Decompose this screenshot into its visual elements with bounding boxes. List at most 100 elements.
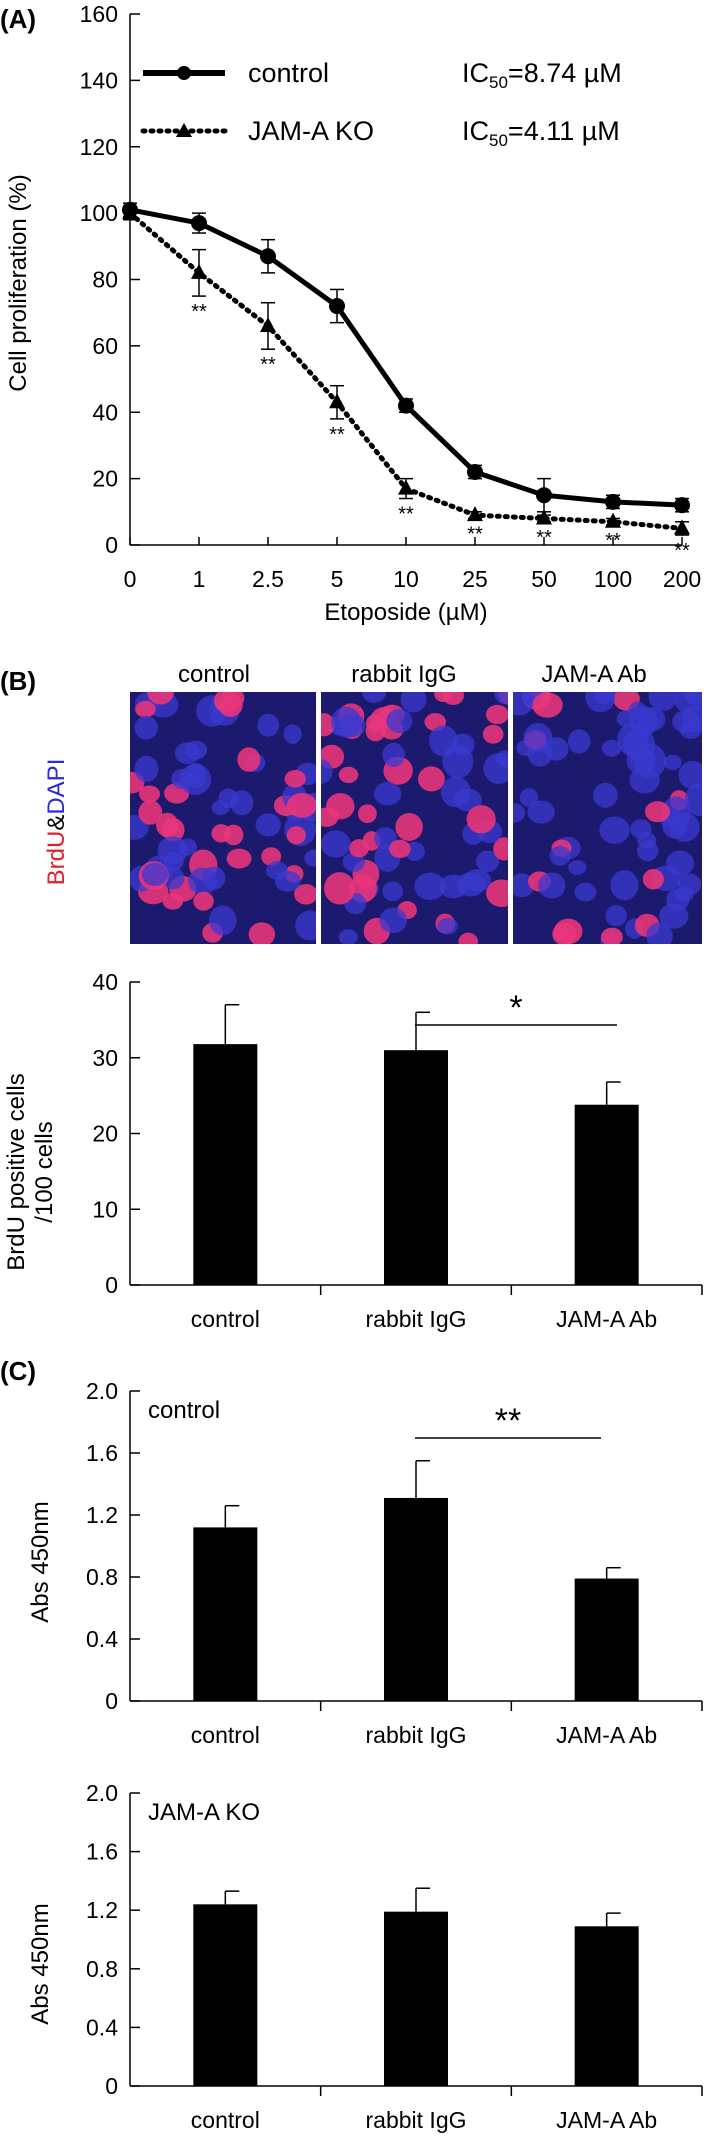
nucleus <box>485 704 508 725</box>
bar <box>384 1050 448 1285</box>
nucleus <box>294 884 316 905</box>
nucleus <box>162 892 183 910</box>
nucleus <box>682 704 702 732</box>
nucleus <box>684 783 702 817</box>
y-tick-label: 40 <box>92 969 118 995</box>
series-line-control <box>129 207 683 508</box>
bar <box>384 1497 448 1701</box>
nucleus <box>417 766 445 792</box>
x-tick-label: rabbit IgG <box>366 1722 467 1748</box>
panel-c-label: (C) <box>0 1356 36 1386</box>
x-tick-label: rabbit IgG <box>366 2107 467 2133</box>
data-point-jam-a-ko <box>674 519 690 535</box>
nucleus <box>662 811 688 839</box>
nucleus <box>599 816 630 845</box>
nucleus <box>574 882 597 902</box>
x-tick-label: control <box>191 1722 260 1748</box>
panel-c-top-inset-label: control <box>148 1397 220 1424</box>
nucleus <box>226 848 252 869</box>
nucleus <box>636 707 666 732</box>
y-tick-label: 1.2 <box>86 1897 118 1923</box>
nucleus <box>642 868 664 890</box>
panel-a-y-axis-title: Cell proliferation (%) <box>5 174 32 391</box>
nucleus <box>283 724 302 745</box>
significance-mark: ** <box>495 1402 521 1440</box>
nucleus <box>600 927 623 944</box>
data-point-control <box>674 497 690 514</box>
data-point-jam-a-ko <box>398 479 414 495</box>
panel-a-line-chart: (A) Cell proliferation (%) Etoposide (µM… <box>0 1 701 626</box>
nucleus <box>494 692 508 704</box>
nucleus <box>440 776 471 808</box>
nucleus <box>147 692 174 705</box>
nucleus <box>218 693 243 717</box>
nucleus <box>193 891 214 911</box>
panel-c: (C) Abs 450nm control 0 0.4 0.8 1.2 1.6 2.0 co… <box>0 1356 703 2133</box>
legend-control-marker <box>177 66 191 80</box>
nucleus <box>274 870 301 892</box>
nucleus <box>519 787 539 807</box>
nucleus <box>321 807 339 827</box>
micrograph-nuclei <box>321 692 508 944</box>
nucleus <box>321 830 351 858</box>
legend-control-ic50: IC50=8.74 µM <box>462 58 622 92</box>
x-tick-label: 25 <box>462 566 488 592</box>
y-tick-label: 0.8 <box>86 1564 118 1590</box>
nucleus <box>357 804 377 824</box>
panel-c-bottom-bar-chart: 0 0.4 0.8 1.2 1.6 2.0 control rabbit IgG JAM-A A… <box>86 1780 703 2133</box>
y-tick-label: 60 <box>92 333 118 359</box>
micrograph-title-control: control <box>178 661 250 688</box>
y-tick-label: 1.6 <box>86 1440 118 1466</box>
y-tick-label: 0 <box>105 532 118 558</box>
nucleus <box>286 826 306 845</box>
data-point-control <box>191 215 207 232</box>
panel-a-legend: control IC50=8.74 µM JAM-A KO IC50=4.11 … <box>140 58 622 150</box>
nucleus <box>677 873 702 896</box>
panel-a-label: (A) <box>0 4 36 34</box>
significance-mark: ** <box>605 530 621 552</box>
data-point-control <box>605 493 621 510</box>
micrograph-nuclei <box>513 692 702 944</box>
y-tick-label: 0.4 <box>86 1626 118 1652</box>
nucleus <box>338 766 359 784</box>
significance-mark: ** <box>191 301 207 323</box>
nucleus <box>382 881 403 902</box>
panel-a-x-axis-title: Etoposide (µM) <box>324 599 487 626</box>
nucleus <box>400 692 427 713</box>
panel-a-axes: 0 20 40 60 80 100 120 140 160 0 1 2.5 5 10 25 50 100 200 <box>80 1 702 592</box>
nucleus <box>248 922 276 944</box>
nucleus <box>458 932 479 944</box>
y-tick-label: 20 <box>92 1121 118 1147</box>
nucleus <box>648 692 678 711</box>
y-tick-label: 30 <box>92 1045 118 1071</box>
nucleus <box>439 874 468 899</box>
nucleus <box>659 903 689 929</box>
y-tick-label: 140 <box>80 67 118 93</box>
nucleus <box>493 837 508 861</box>
bar <box>384 1911 448 2086</box>
y-tick-label: 20 <box>92 466 118 492</box>
x-tick-label: JAM-A Ab <box>556 1722 657 1748</box>
nucleus <box>336 713 366 738</box>
nucleus <box>178 838 198 856</box>
significance-mark: ** <box>260 354 276 376</box>
nucleus <box>211 800 230 816</box>
nucleus <box>683 692 702 705</box>
micrograph-row <box>130 692 702 944</box>
micrograph-title-rabbit-igg: rabbit IgG <box>351 661 456 688</box>
micrograph-nuclei <box>130 692 316 944</box>
nucleus <box>304 849 316 867</box>
nucleus <box>286 792 316 818</box>
bar <box>193 1904 258 2086</box>
bar <box>574 1578 639 1701</box>
panel-b-bar-chart: 0 10 20 30 40 control rabbit IgG JAM-A Ab * <box>92 969 703 1332</box>
y-tick-label: 40 <box>92 399 118 425</box>
nucleus <box>379 907 408 934</box>
nucleus <box>605 905 627 927</box>
nucleus <box>374 781 402 806</box>
data-point-control <box>467 463 483 480</box>
nucleus <box>386 708 413 734</box>
y-tick-label: 0 <box>105 1688 118 1714</box>
x-tick-label: 0 <box>124 566 137 592</box>
